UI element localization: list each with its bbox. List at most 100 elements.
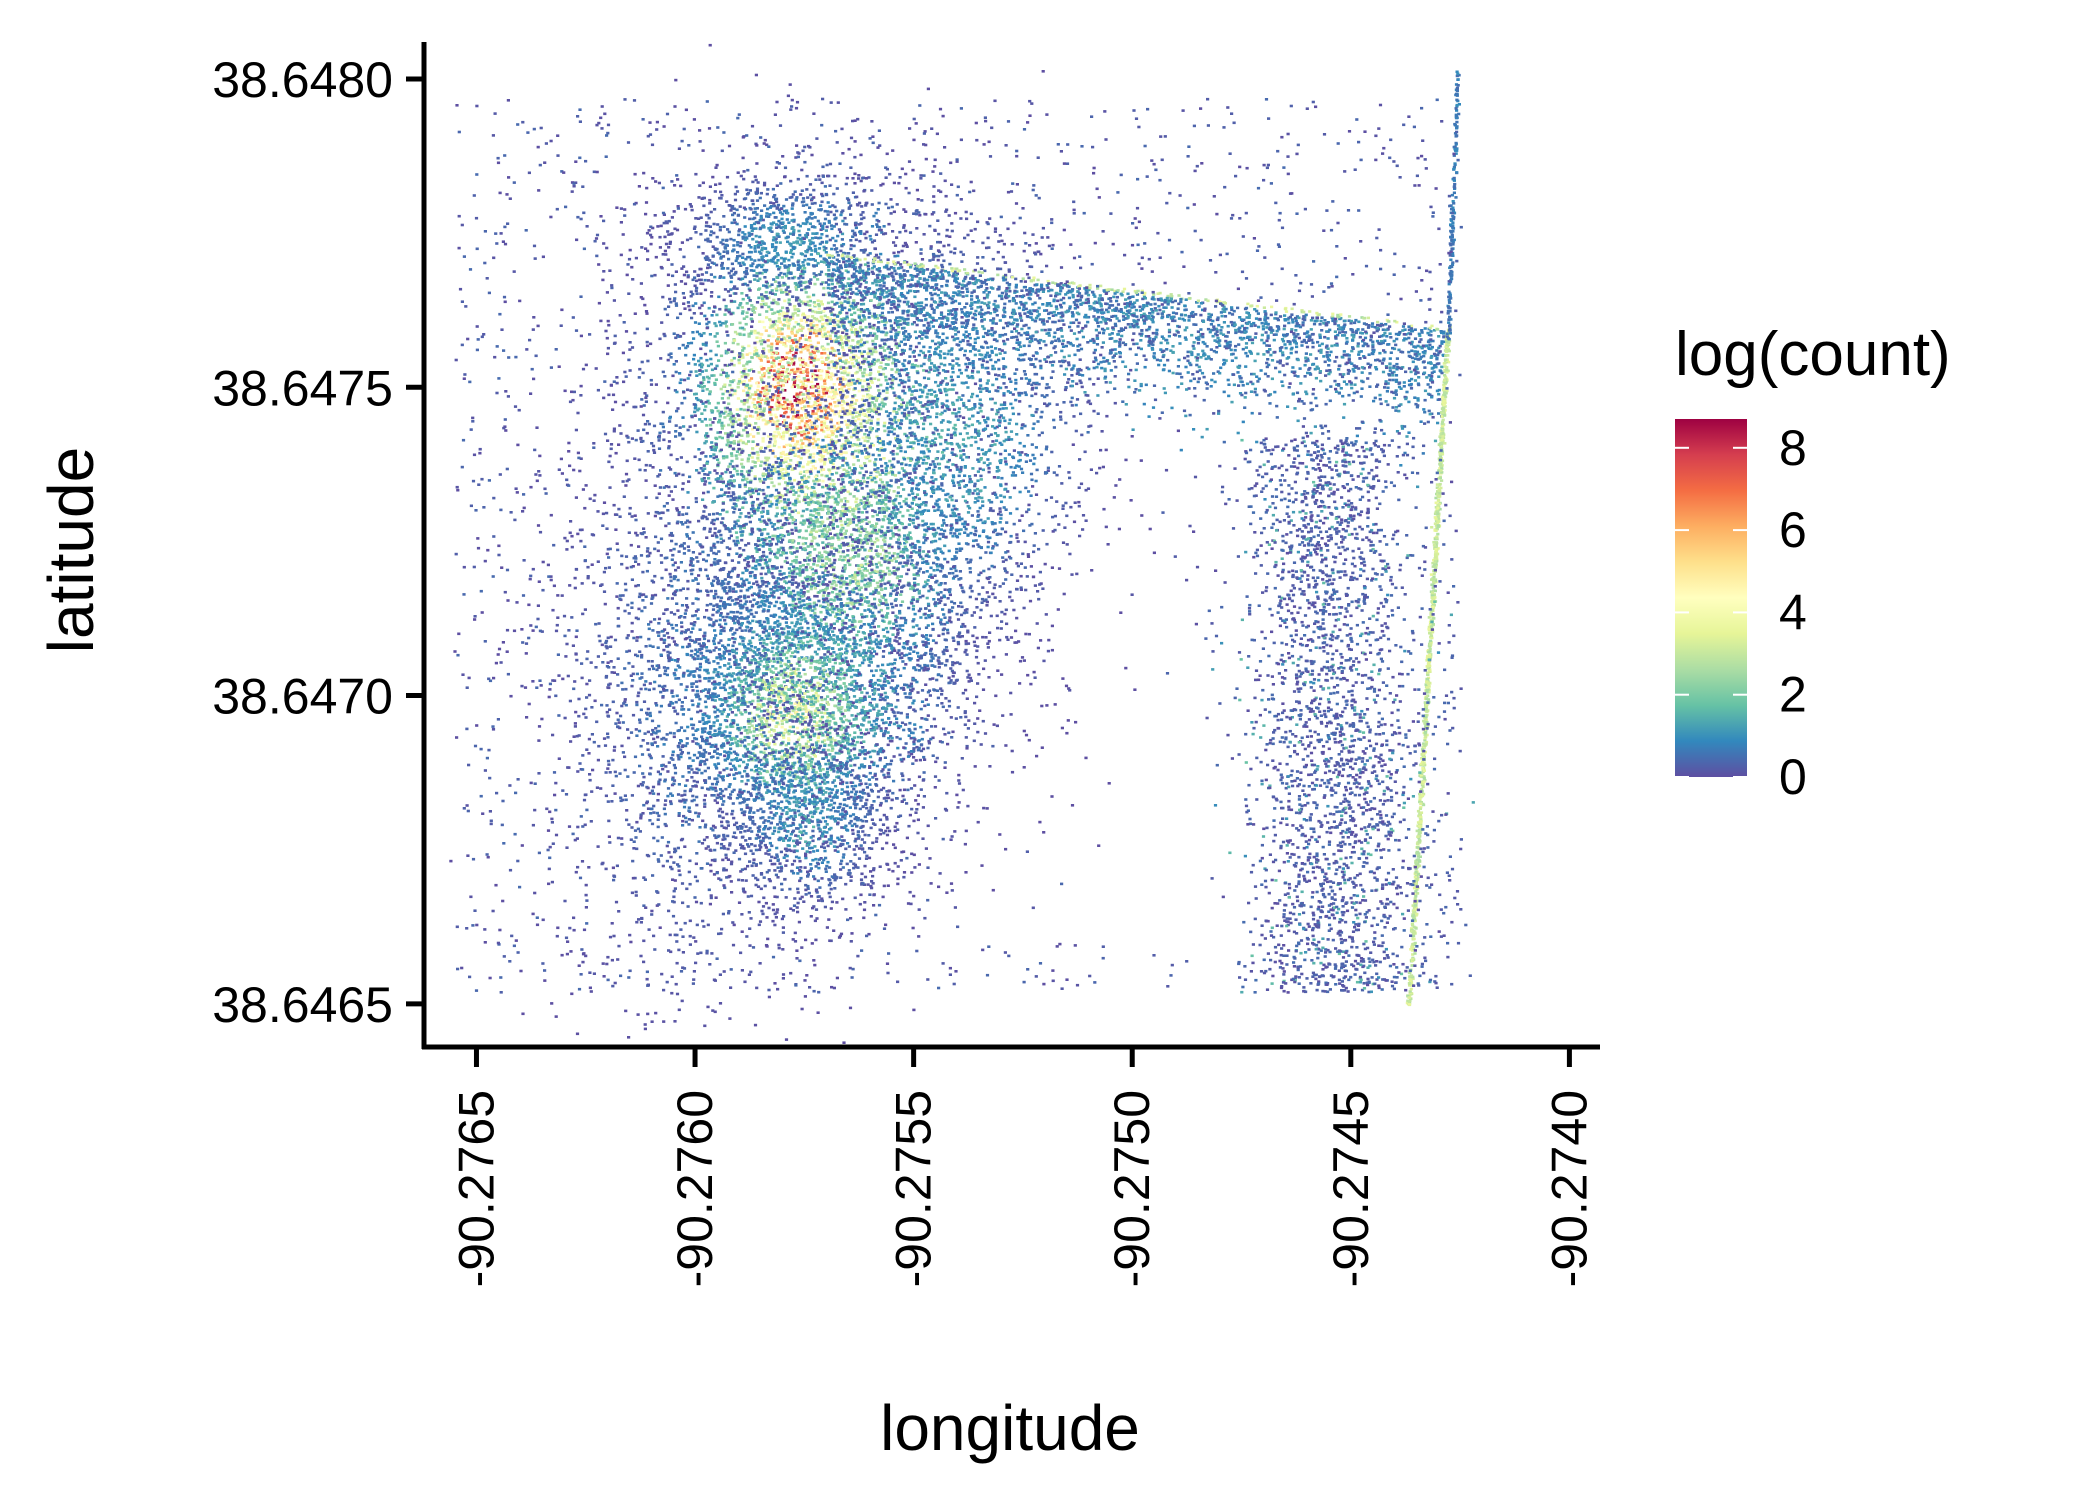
hex-bin [957,418,960,421]
hex-bin [812,394,815,397]
hex-bin [901,600,904,603]
hex-bin [938,538,941,541]
hex-bin [788,507,791,510]
hex-bin [896,447,899,450]
hex-bin [874,337,877,340]
hex-bin [840,404,843,407]
hex-bin [759,391,762,394]
hex-bin [834,498,837,501]
hex-bin [783,300,786,303]
hex-bin [923,419,926,422]
hex-bin [745,415,748,418]
hex-bin [932,431,935,434]
hex-bin [846,374,849,377]
hex-bin [899,674,902,677]
hex-bin [747,440,750,443]
hex-bin [916,493,919,496]
hex-bin [960,466,963,469]
hex-bin [879,253,882,256]
hex-bin [877,625,880,628]
hex-bin [733,603,736,606]
hex-bin [870,353,873,356]
hex-bin [755,336,758,339]
hex-bin [721,397,724,400]
hex-bin [893,557,896,560]
hex-bin [725,325,728,328]
hex-bin [661,423,664,426]
hex-bin [803,377,806,380]
hex-bin [780,526,783,529]
hex-bin [976,510,979,513]
hex-bin [767,376,770,379]
hex-bin [682,425,685,428]
hex-bin [903,789,906,792]
hex-bin [829,447,832,450]
hex-bin [880,564,883,567]
hex-bin [817,342,820,345]
hex-bin [709,350,712,353]
hex-bin [797,416,800,419]
hex-bin [799,193,802,196]
hex-bin [907,412,910,415]
hex-bin [790,256,793,259]
hex-bin [728,650,731,653]
hex-bin [895,411,898,414]
hex-bin [895,512,898,515]
hex-bin [675,424,678,427]
hex-bin [812,563,815,566]
hex-bin [757,459,760,462]
hex-bin [675,391,678,394]
hex-bin [871,203,874,206]
hex-bin [855,399,858,402]
hex-bin [781,291,784,294]
hex-bin [768,548,771,551]
hex-bin [870,120,873,123]
hex-bin [701,389,704,392]
hex-bin [994,596,997,599]
hex-bin [789,371,792,374]
hex-bin [775,288,778,291]
hex-bin [869,235,872,238]
hex-bin [806,368,809,371]
hex-bin [819,402,822,405]
hex-bin [1023,730,1026,733]
hex-bin [800,439,803,442]
hex-bin [897,251,900,254]
hex-bin [895,598,898,601]
hex-bin [827,343,830,346]
hex-bin [858,240,861,243]
hex-bin [794,399,797,402]
hex-bin [666,608,669,611]
hex-bin [780,406,783,409]
hex-bin [884,376,887,379]
hex-bin [779,360,782,363]
hex-bin [735,531,738,534]
hex-bin [826,348,829,351]
hex-bin [711,369,714,372]
hex-bin [714,166,717,169]
hex-bin [629,369,632,372]
hex-bin [809,353,812,356]
hex-bin [904,546,907,549]
hex-bin [853,574,856,577]
hex-bin [943,616,946,619]
hex-bin [903,534,906,537]
hex-bin [698,322,701,325]
hex-bin [802,382,805,385]
hex-bin [527,604,530,607]
hex-bin [675,410,678,413]
hex-bin [806,463,809,466]
hex-bin [817,253,820,256]
hex-bin [725,320,728,323]
hex-bin [776,338,779,341]
hex-bin [690,291,693,294]
hex-bin [727,495,730,498]
hex-bin [867,505,870,508]
hex-bin [928,467,931,470]
hex-bin [802,564,805,567]
hex-bin [675,371,678,374]
hex-bin [696,409,699,412]
hex-bin [742,298,745,301]
hex-bin [775,101,778,104]
hex-bin [874,458,877,461]
